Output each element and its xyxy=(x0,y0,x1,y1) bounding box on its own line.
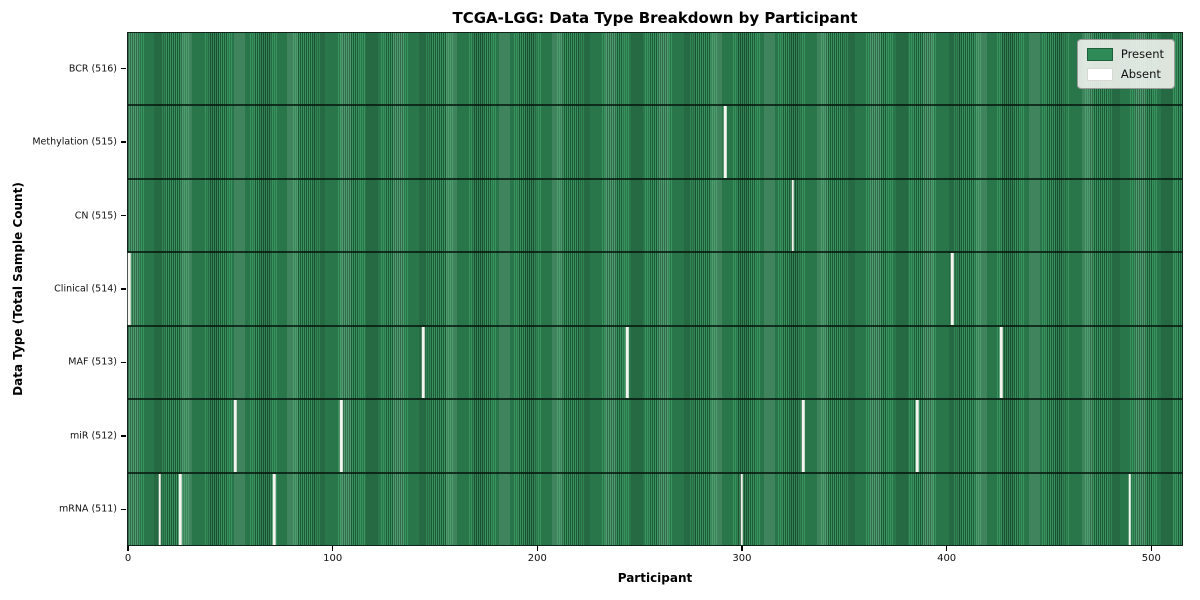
absent-marker xyxy=(158,473,161,545)
legend: Present Absent xyxy=(1076,39,1175,89)
absent-marker xyxy=(272,473,276,545)
x-tick-label: 400 xyxy=(937,553,957,564)
absent-marker xyxy=(233,400,237,472)
y-tick-label: BCR (516) xyxy=(68,63,117,75)
heatmap-row-mir xyxy=(128,400,1182,474)
x-tick-mark xyxy=(945,546,948,551)
absent-marker xyxy=(421,326,425,399)
y-tick-mark xyxy=(121,508,126,510)
absent-marker xyxy=(916,400,919,472)
y-tick-label: MAF (513) xyxy=(68,356,117,368)
x-tick-label: 500 xyxy=(1141,553,1161,564)
absent-marker xyxy=(724,106,727,178)
absent-marker xyxy=(340,400,343,472)
y-tick-label: CN (515) xyxy=(74,210,117,222)
heatmap-row-clinical xyxy=(127,253,1182,327)
x-tick-label: 0 xyxy=(124,553,132,564)
x-tick-mark xyxy=(536,546,539,551)
legend-entry-absent: Absent xyxy=(1086,67,1164,81)
x-tick-mark xyxy=(127,546,129,551)
heatmap-row-maf xyxy=(128,326,1182,401)
heatmap-rows xyxy=(127,33,1182,545)
legend-absent-swatch xyxy=(1086,67,1113,81)
absent-marker xyxy=(791,179,795,252)
legend-absent-label: Absent xyxy=(1120,67,1161,81)
y-tick-mark xyxy=(121,68,126,70)
heatmap-row-cn xyxy=(128,179,1182,254)
heatmap-row-methylation xyxy=(128,106,1182,180)
x-tick-label: 300 xyxy=(732,553,752,564)
legend-present-swatch xyxy=(1086,47,1113,61)
plot-area: Present Absent xyxy=(127,32,1183,546)
x-tick-label: 200 xyxy=(527,553,547,564)
x-tick-mark xyxy=(741,546,743,551)
y-tick-mark xyxy=(121,214,126,217)
y-tick-label: Clinical (514) xyxy=(54,283,117,295)
absent-marker xyxy=(740,473,744,545)
y-tick-label: miR (512) xyxy=(69,430,117,442)
legend-present-label: Present xyxy=(1120,47,1164,61)
heatmap-row-mrna xyxy=(128,473,1182,545)
y-tick-label: mRNA (511) xyxy=(58,503,117,515)
absent-marker xyxy=(801,400,805,472)
y-tick-label: Methylation (515) xyxy=(32,136,117,148)
absent-marker xyxy=(950,253,954,325)
absent-marker xyxy=(999,326,1003,399)
x-axis-label: Participant xyxy=(617,571,693,585)
x-tick-label: 100 xyxy=(323,553,343,564)
chart-title: TCGA-LGG: Data Type Breakdown by Partici… xyxy=(452,9,858,27)
absent-marker xyxy=(1128,473,1132,545)
absent-marker xyxy=(626,326,629,399)
absent-marker xyxy=(127,253,131,325)
x-tick-mark xyxy=(331,546,334,551)
x-tick-mark xyxy=(1150,546,1152,551)
heatmap-row-bcr xyxy=(128,33,1182,107)
y-tick-mark xyxy=(121,141,126,143)
y-tick-mark xyxy=(121,435,126,437)
y-tick-mark xyxy=(121,361,126,364)
legend-entry-present: Present xyxy=(1086,47,1164,61)
y-tick-mark xyxy=(121,288,126,290)
absent-marker xyxy=(178,473,182,545)
